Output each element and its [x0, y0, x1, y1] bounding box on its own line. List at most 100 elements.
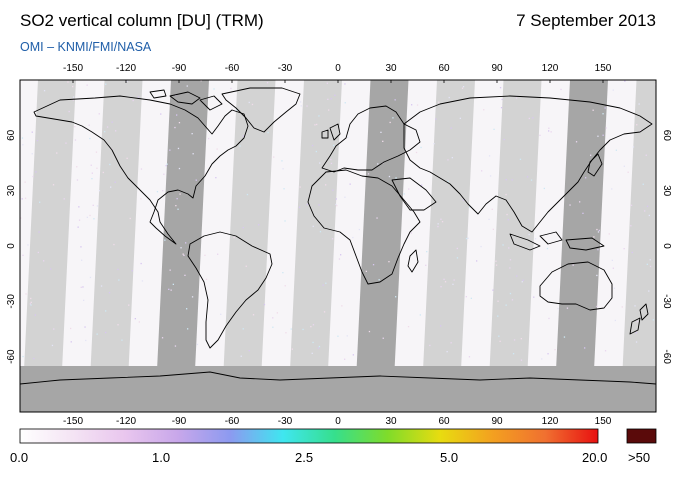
new-zealand-coast [629, 303, 649, 335]
noise-pixel [252, 314, 255, 316]
noise-pixel [344, 358, 346, 360]
noise-pixel [290, 328, 292, 330]
noise-pixel [563, 336, 566, 338]
noise-pixel [180, 247, 182, 249]
colorbar-label-3: 5.0 [440, 450, 459, 465]
noise-pixel [312, 225, 314, 227]
noise-pixel [248, 101, 250, 104]
noise-pixel [38, 231, 40, 233]
noise-pixel [318, 345, 321, 348]
noise-pixel [623, 248, 625, 250]
noise-pixel [100, 285, 103, 287]
noise-pixel [367, 173, 370, 175]
noise-pixel [465, 237, 468, 240]
lon-tick-bottom: -30 [278, 416, 293, 427]
noise-pixel [585, 177, 587, 179]
noise-pixel [429, 344, 431, 347]
noise-pixel [242, 227, 244, 229]
noise-pixel [468, 356, 471, 358]
noise-pixel [548, 127, 550, 129]
noise-pixel [646, 205, 649, 207]
noise-pixel [281, 160, 283, 162]
noise-pixel [411, 104, 413, 106]
noise-pixel [462, 199, 465, 201]
noise-pixel [649, 265, 652, 268]
noise-pixel [330, 98, 332, 100]
noise-pixel [172, 283, 174, 285]
noise-pixel [492, 228, 494, 230]
noise-pixel [267, 131, 269, 134]
noise-pixel [330, 162, 333, 165]
noise-pixel [635, 332, 637, 334]
noise-pixel [300, 105, 302, 107]
noise-pixel [284, 285, 286, 287]
noise-pixel [554, 349, 556, 351]
noise-pixel [89, 214, 91, 217]
noise-pixel [175, 205, 177, 207]
noise-pixel [179, 193, 181, 195]
noise-pixel [513, 339, 516, 341]
noise-pixel [621, 306, 623, 308]
noise-pixel [476, 260, 478, 262]
noise-pixel [499, 87, 502, 89]
lat-tick-left: 60 [6, 129, 17, 141]
noise-pixel [126, 80, 128, 83]
noise-pixel [160, 113, 162, 115]
lat-tick-right: -60 [661, 349, 672, 364]
noise-pixel [266, 82, 269, 84]
noise-pixel [34, 314, 36, 316]
noise-pixel [592, 109, 594, 111]
noise-pixel [98, 113, 100, 115]
lon-tick-bottom: -60 [225, 416, 240, 427]
noise-pixel [80, 286, 82, 288]
noise-pixel [282, 168, 284, 170]
noise-pixel [105, 331, 107, 334]
lon-tick-bottom: -90 [172, 416, 187, 427]
noise-pixel [72, 99, 74, 101]
noise-pixel [459, 117, 461, 119]
noise-pixel [499, 340, 501, 342]
noise-pixel [624, 80, 626, 82]
noise-pixel [184, 274, 186, 276]
noise-pixel [258, 224, 260, 226]
indonesia-islands [509, 231, 605, 251]
noise-pixel [176, 198, 178, 200]
noise-pixel [443, 278, 445, 280]
noise-pixel [29, 303, 31, 305]
noise-pixel [70, 327, 72, 330]
noise-pixel [195, 179, 197, 181]
noise-pixel [604, 107, 606, 109]
noise-pixel [630, 225, 632, 227]
noise-pixel [176, 114, 178, 116]
swath-dark [554, 80, 608, 412]
noise-pixel [597, 231, 600, 233]
noise-pixel [493, 128, 495, 130]
noise-pixel [68, 110, 70, 113]
noise-pixel [557, 307, 559, 310]
swath-light [487, 80, 542, 412]
noise-pixel [506, 213, 508, 216]
noise-pixel [509, 267, 511, 269]
noise-pixel [462, 86, 465, 88]
noise-pixel [388, 261, 390, 263]
noise-pixel [340, 254, 342, 256]
noise-pixel [113, 243, 115, 246]
noise-pixel [331, 238, 334, 240]
lon-tick-top: -150 [63, 63, 83, 74]
noise-pixel [230, 87, 232, 90]
noise-pixel [435, 118, 437, 120]
noise-pixel [200, 80, 202, 82]
noise-pixel [128, 304, 130, 306]
noise-pixel [318, 115, 320, 117]
noise-pixel [520, 359, 523, 361]
noise-pixel [177, 208, 179, 210]
swath-light [221, 80, 276, 412]
noise-pixel [602, 113, 604, 115]
noise-pixel [453, 279, 455, 281]
greenland-coast [221, 87, 301, 133]
swath-light [421, 80, 475, 412]
noise-pixel [78, 206, 80, 208]
noise-pixel [452, 283, 454, 285]
noise-pixel [86, 84, 88, 86]
noise-pixel [334, 94, 336, 96]
